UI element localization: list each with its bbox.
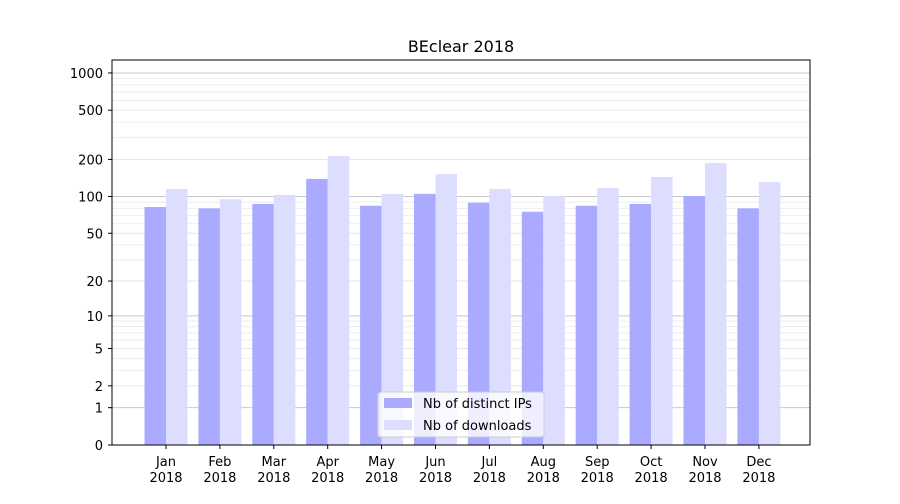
y-tick-label: 1000 — [70, 67, 103, 82]
bar-distinct-ips — [683, 195, 705, 445]
y-tick-label: 5 — [95, 343, 103, 358]
bar-distinct-ips — [521, 211, 544, 445]
x-tick-label: Feb 2018 — [203, 455, 236, 486]
bar-distinct-ips — [414, 193, 436, 445]
bar-downloads — [705, 163, 727, 445]
y-tick-label: 20 — [86, 275, 103, 290]
x-axis: Jan 2018 Feb 2018 Mar 2018 Apr 2018 May 2018 Jun 20… — [149, 445, 775, 486]
y-tick-label: 200 — [78, 153, 103, 168]
x-tick-label: Dec 2018 — [742, 455, 775, 486]
x-tick-label: Jul 2018 — [473, 455, 506, 486]
x-tick-label: Nov 2018 — [688, 455, 721, 486]
x-tick-label: Aug 2018 — [527, 455, 560, 486]
x-tick-label: Oct 2018 — [635, 455, 668, 486]
bar-downloads — [758, 182, 781, 445]
bar-distinct-ips — [360, 205, 382, 445]
legend-label-downloads: Nb of downloads — [423, 419, 532, 434]
y-tick-label: 0 — [95, 439, 103, 454]
bar-distinct-ips — [737, 208, 759, 445]
legend-swatch-downloads — [384, 420, 412, 430]
bar-downloads — [543, 195, 565, 445]
y-tick-label: 500 — [78, 104, 103, 119]
y-tick-label: 1 — [95, 402, 103, 417]
bar-downloads — [273, 194, 296, 445]
bar-downloads — [219, 199, 242, 445]
bar-downloads — [489, 189, 511, 445]
bar-distinct-ips — [144, 207, 166, 445]
bar-distinct-ips — [467, 202, 490, 445]
bar-downloads — [327, 156, 350, 445]
x-tick-label: Jan 2018 — [149, 455, 182, 486]
bar-distinct-ips — [629, 203, 652, 445]
bar-downloads — [166, 189, 188, 445]
bar-downloads — [435, 174, 457, 445]
x-tick-label: Mar 2018 — [257, 455, 290, 486]
bar-distinct-ips — [306, 178, 328, 445]
x-tick-label: Jun 2018 — [419, 455, 452, 486]
bars — [144, 156, 781, 446]
bar-downloads — [381, 193, 404, 445]
bar-downloads — [597, 188, 619, 446]
y-tick-label: 100 — [78, 190, 103, 205]
x-tick-label: May 2018 — [365, 455, 398, 486]
y-tick-label: 10 — [86, 310, 103, 325]
y-axis: 0 1 2 5 10 20 50 100 200 500 1000 — [70, 67, 112, 454]
chart-title: BEclear 2018 — [408, 37, 514, 56]
bar-distinct-ips — [252, 203, 274, 445]
y-tick-label: 2 — [95, 380, 103, 395]
legend: Nb of distinct IPs Nb of downloads — [377, 391, 545, 438]
axes-frame — [111, 59, 811, 446]
legend-box — [377, 391, 545, 438]
x-tick-label: Sep 2018 — [581, 455, 614, 486]
x-tick-label: Apr 2018 — [311, 455, 344, 486]
bar-distinct-ips — [575, 205, 598, 445]
y-tick-label: 50 — [86, 227, 103, 242]
bar-distinct-ips — [198, 208, 220, 445]
legend-swatch-ips — [384, 398, 412, 408]
bar-downloads — [651, 176, 673, 446]
legend-label-ips: Nb of distinct IPs — [423, 397, 532, 412]
